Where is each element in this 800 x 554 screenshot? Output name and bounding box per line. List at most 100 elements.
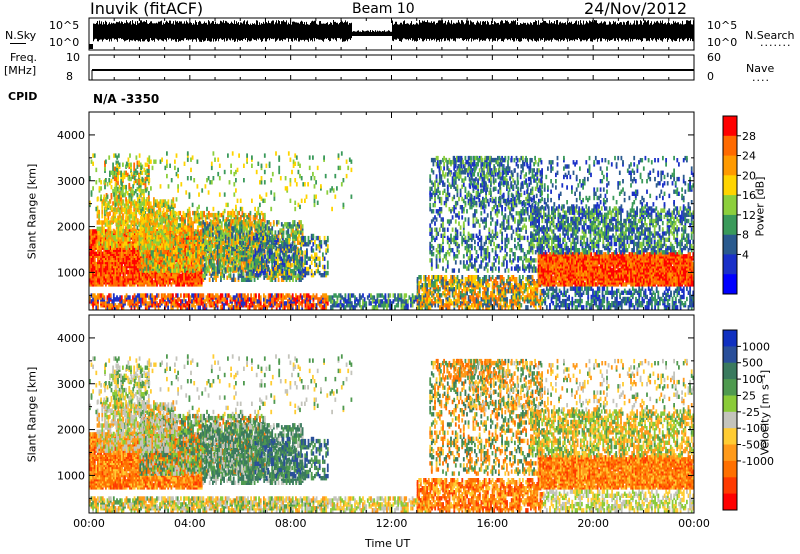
power-cell [216,217,218,222]
power-cell [189,295,192,300]
power-cell [111,278,114,283]
power-cell [260,232,262,237]
power-cell [206,212,209,218]
power-cell [315,303,318,308]
power-cell [175,303,177,308]
power-cell [237,246,240,252]
power-cell [248,220,251,225]
power-cell [149,299,152,304]
power-cell [265,273,268,278]
power-cell [304,293,307,298]
power-cell [272,266,274,272]
power-cell [213,295,216,300]
power-cell [109,170,111,175]
power-cell [185,239,188,245]
power-cell [166,256,169,261]
power-cell [220,240,222,245]
power-cell [234,250,237,256]
power-cell [159,255,162,261]
power-cell [95,301,98,306]
power-cell [177,264,180,269]
power-cell [184,268,186,273]
power-cell [157,293,160,298]
power-cell [239,250,241,256]
power-cell [144,182,147,188]
power-cell [244,236,246,241]
power-cell [112,162,114,167]
power-cell [215,273,217,278]
power-cell [143,297,146,302]
power-cell [152,249,154,255]
power-cell [172,237,175,242]
power-cell [185,252,188,257]
power-cell [98,267,101,273]
power-cell [174,239,177,245]
power-cell [172,264,175,269]
power-cell [267,293,270,298]
power-cell [237,252,240,258]
power-cell [240,263,243,268]
power-cell [124,299,126,304]
power-cell [141,189,144,194]
power-cell [186,301,189,306]
power-cell [245,238,248,243]
power-cell [277,248,279,253]
power-cell [223,240,225,245]
power-cell [220,255,222,260]
power-cell [270,258,273,263]
power-cell [216,299,219,304]
power-cell [277,220,280,225]
power-cell [172,258,175,263]
power-cell [235,293,238,298]
power-cell [202,238,205,243]
power-cell [101,297,104,302]
power-cell [89,295,91,300]
power-cell [240,246,243,252]
power-cell [248,303,251,308]
power-cell [90,299,93,304]
power-cell [136,237,139,242]
power-cell [234,265,237,270]
power-cell [280,293,283,298]
power-cell [122,193,124,198]
power-cell [275,250,278,255]
power-cell [205,259,208,264]
power-cell [193,262,196,267]
power-cell [109,274,112,279]
power-cell [118,162,121,167]
power-cell [247,263,250,268]
power-cell [114,243,117,248]
power-cell [113,280,115,285]
power-cell [285,237,287,243]
power-cell [130,193,132,198]
power-cell [254,273,257,278]
power-cell [196,293,198,298]
power-cell [253,220,256,225]
power-cell [220,230,222,235]
power-cell [234,234,237,239]
power-cell [164,293,166,298]
power-cell [172,268,175,273]
power-cell [320,303,323,308]
power-cell [156,293,158,298]
power-cell [152,280,155,285]
power-cell [283,244,286,249]
power-cell [281,250,284,255]
power-cell [302,299,305,304]
power-cell [132,245,134,250]
power-cell [267,240,270,245]
power-cell [150,252,153,257]
power-cell [93,251,96,256]
power-cell [231,257,233,262]
power-cell [117,160,119,165]
power-cell [98,272,101,277]
power-cell [90,229,93,234]
power-cell [105,197,108,202]
freq-panel [88,54,695,81]
power-cell [296,273,299,278]
power-cell [279,228,282,233]
power-cell [198,249,201,255]
power-cell [245,271,248,276]
power-cell [136,193,139,198]
